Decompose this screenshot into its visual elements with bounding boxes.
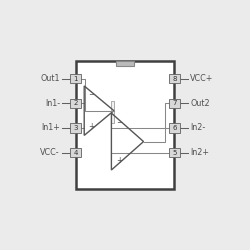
Text: 1: 1 — [73, 76, 78, 82]
Text: In1-: In1- — [45, 99, 60, 108]
Text: In1+: In1+ — [41, 124, 60, 132]
Bar — [112, 101, 114, 123]
Text: 6: 6 — [172, 125, 177, 131]
Text: +: + — [116, 156, 122, 164]
Text: −: − — [116, 118, 122, 128]
Text: −: − — [88, 90, 95, 99]
Bar — [169, 98, 180, 108]
Text: VCC+: VCC+ — [190, 74, 214, 83]
Text: VCC-: VCC- — [40, 148, 60, 157]
Text: 3: 3 — [73, 125, 78, 131]
Bar — [76, 61, 174, 189]
Text: Out2: Out2 — [190, 99, 210, 108]
Text: +: + — [88, 122, 95, 131]
Bar — [70, 98, 81, 108]
Bar — [169, 123, 180, 133]
Bar — [116, 61, 134, 66]
Text: 5: 5 — [172, 150, 177, 156]
Bar — [70, 148, 81, 158]
Text: 2: 2 — [73, 100, 78, 106]
Text: In2-: In2- — [190, 124, 205, 132]
Bar — [70, 123, 81, 133]
Bar — [169, 74, 180, 83]
Text: 8: 8 — [172, 76, 177, 82]
Text: Out1: Out1 — [40, 74, 60, 83]
Bar — [70, 74, 81, 83]
Bar — [169, 148, 180, 158]
Text: 7: 7 — [172, 100, 177, 106]
Text: 4: 4 — [73, 150, 78, 156]
Text: In2+: In2+ — [190, 148, 209, 157]
